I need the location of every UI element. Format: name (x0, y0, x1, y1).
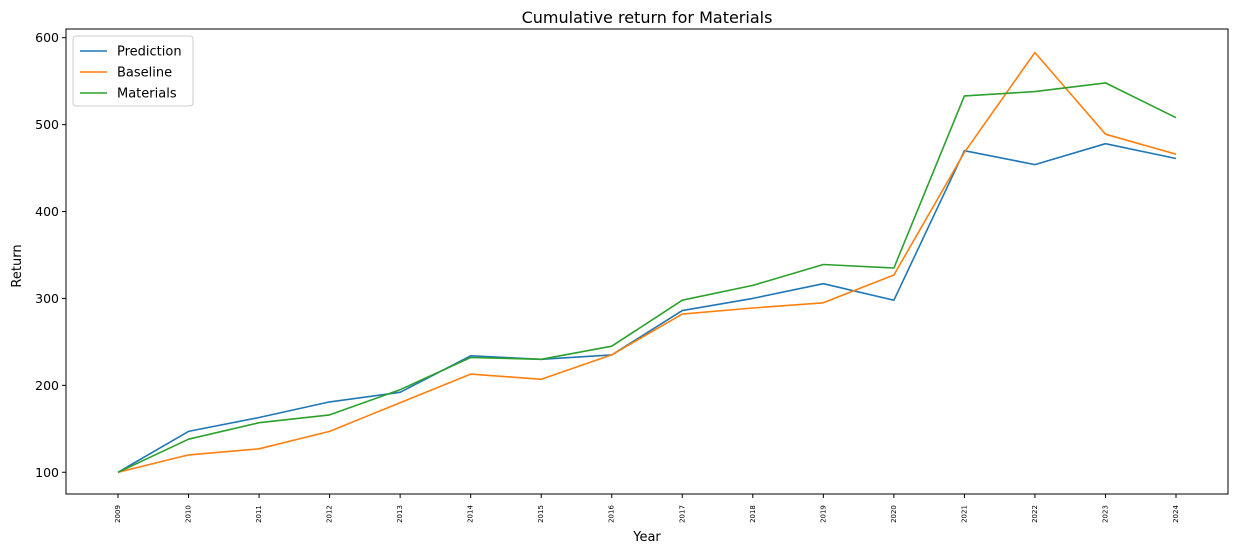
plot-area-frame (65, 28, 1229, 495)
x-tick-label: 2015 (537, 505, 545, 523)
y-tick-label: 200 (35, 378, 59, 393)
x-tick-label: 2020 (890, 505, 898, 523)
chart-title: Cumulative return for Materials (522, 8, 773, 27)
x-tick-label: 2009 (114, 505, 122, 523)
series-line-prediction (117, 142, 1177, 473)
x-tick-label: 2022 (1031, 505, 1039, 523)
x-tick-label: 2016 (608, 505, 616, 523)
x-tick-label: 2012 (326, 505, 334, 523)
x-axis: 2009 2010 2011 2012 2013 2014 2015 2016 2017 2018… (114, 494, 1180, 523)
x-tick-label: 2014 (467, 505, 475, 523)
x-tick-label: 2023 (1101, 505, 1109, 523)
legend-label: Prediction (117, 45, 182, 60)
x-tick-label: 2021 (960, 505, 968, 523)
x-tick-label: 2010 (185, 505, 193, 523)
legend-label: Materials (117, 87, 177, 102)
series-line-baseline (117, 51, 1177, 474)
series-line-materials (117, 82, 1177, 474)
series-lines (117, 51, 1177, 474)
y-tick-label: 300 (35, 291, 59, 306)
legend: Prediction Baseline Materials (72, 35, 194, 107)
y-tick-label: 600 (35, 30, 59, 45)
legend-label: Baseline (117, 66, 172, 81)
legend-box (72, 35, 194, 107)
y-tick-label: 500 (35, 117, 59, 132)
y-tick-label: 400 (35, 204, 59, 219)
y-axis-label: Return (10, 244, 25, 287)
x-tick-label: 2024 (1172, 505, 1180, 523)
x-tick-label: 2013 (396, 505, 404, 523)
x-tick-label: 2017 (678, 505, 686, 523)
y-axis: 100 200 300 400 500 600 (35, 30, 66, 480)
x-tick-label: 2018 (749, 505, 757, 523)
x-axis-label: Year (632, 530, 661, 545)
x-tick-label: 2011 (255, 505, 263, 523)
x-tick-label: 2019 (819, 505, 827, 523)
y-tick-label: 100 (35, 465, 59, 480)
